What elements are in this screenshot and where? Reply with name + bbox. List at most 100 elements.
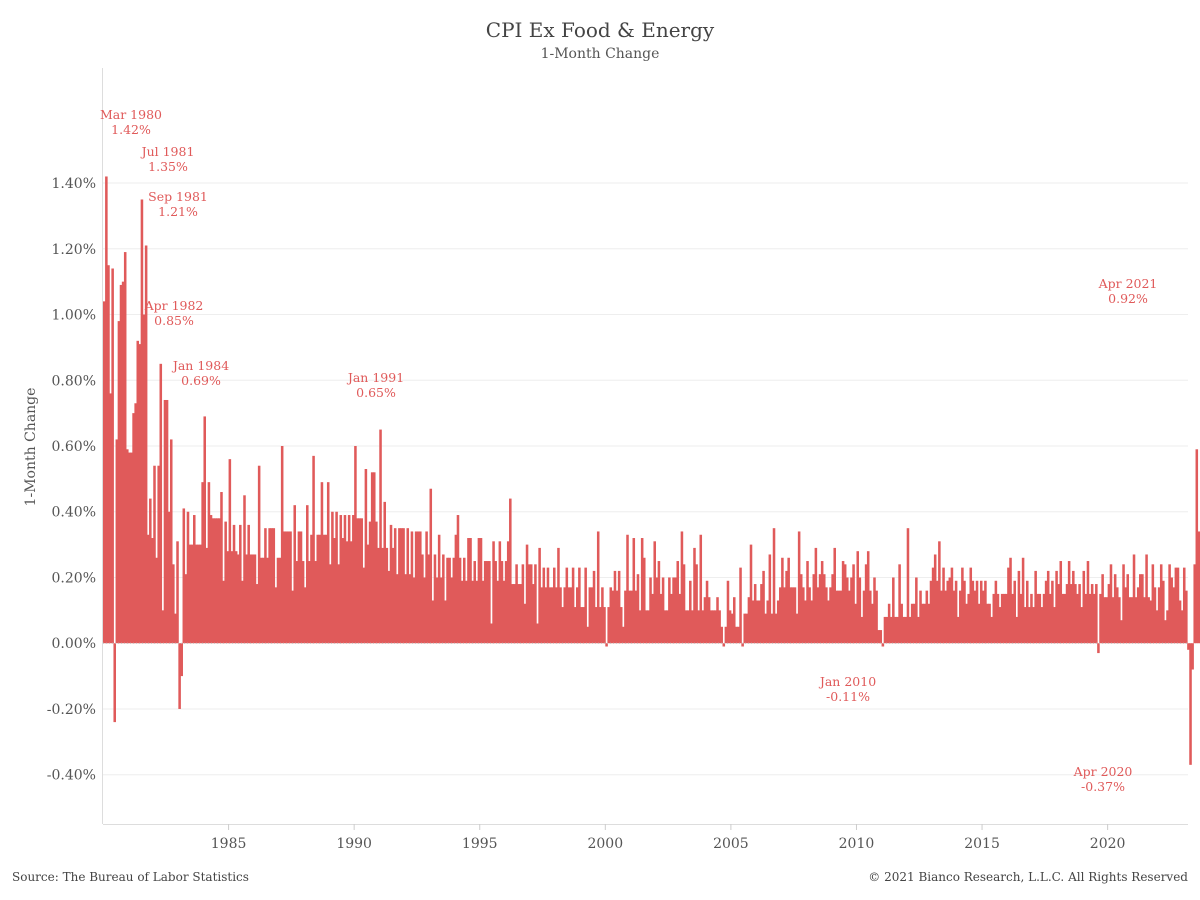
bar <box>136 340 140 644</box>
bar <box>329 564 332 644</box>
bar <box>283 531 286 644</box>
bar <box>1053 607 1056 644</box>
bar <box>707 597 711 644</box>
bar <box>506 541 510 644</box>
bar <box>791 587 795 644</box>
bar <box>473 561 476 644</box>
bar <box>720 626 723 644</box>
annotation-date: Sep 1981 <box>148 189 208 204</box>
bar <box>1164 620 1167 644</box>
bar <box>448 557 451 644</box>
bar <box>477 538 481 644</box>
bar <box>814 547 818 644</box>
bar <box>1124 587 1127 644</box>
bar <box>576 587 579 644</box>
bar <box>471 580 474 644</box>
bar <box>193 515 196 644</box>
bar <box>249 554 253 644</box>
bar <box>971 580 975 644</box>
bar <box>469 538 472 644</box>
bar <box>931 567 935 644</box>
bar <box>864 564 868 644</box>
y-tick-label: 1.20% <box>52 242 96 258</box>
bar <box>1120 620 1123 644</box>
bar <box>1191 643 1194 670</box>
bar <box>303 587 307 644</box>
annotation-value: -0.11% <box>826 689 870 704</box>
bar <box>525 544 529 644</box>
bar <box>1180 610 1184 644</box>
bar <box>862 590 866 644</box>
bar <box>718 610 721 644</box>
bar <box>195 544 198 644</box>
bar <box>247 524 250 644</box>
bar <box>165 399 169 644</box>
bar <box>663 610 667 644</box>
bar <box>259 557 263 644</box>
bar <box>416 531 420 644</box>
y-tick-label: 1.40% <box>52 176 96 192</box>
bar <box>615 590 619 644</box>
bar <box>1097 643 1100 654</box>
bar <box>944 590 947 644</box>
bar <box>293 505 296 644</box>
annotation-value: 0.65% <box>356 385 396 400</box>
annotation-date: Mar 1980 <box>100 107 162 122</box>
bar <box>956 616 960 644</box>
bar <box>571 567 575 644</box>
bar <box>379 429 382 644</box>
bar <box>439 577 443 644</box>
bar <box>948 577 952 644</box>
bar <box>908 616 912 644</box>
bar <box>442 554 445 644</box>
bar <box>768 554 772 644</box>
bar <box>716 597 719 644</box>
bar <box>841 561 845 644</box>
y-tick-label: 0.20% <box>52 570 96 586</box>
bar <box>555 587 558 644</box>
bar <box>479 538 483 644</box>
bar <box>402 528 405 644</box>
bar <box>211 518 215 644</box>
bar <box>1013 580 1016 644</box>
bar <box>781 557 784 644</box>
bar <box>640 538 644 644</box>
bar <box>827 600 830 644</box>
bar <box>712 610 715 644</box>
bar <box>316 534 320 644</box>
bar <box>1095 584 1098 644</box>
bar <box>774 613 778 644</box>
bar <box>266 557 269 644</box>
bar <box>285 531 288 644</box>
bar <box>1051 580 1054 644</box>
bar <box>795 613 799 644</box>
bar <box>1126 574 1130 644</box>
bar <box>592 570 596 644</box>
bar <box>952 590 956 644</box>
bar <box>799 574 803 644</box>
bar <box>1130 597 1134 644</box>
bar <box>1155 610 1159 644</box>
bar <box>544 587 548 644</box>
bar <box>776 600 780 644</box>
bar <box>389 524 393 644</box>
bar <box>990 616 993 644</box>
bar <box>236 554 240 644</box>
bar <box>628 590 631 644</box>
bar <box>341 538 345 644</box>
annotation-date: Apr 2021 <box>1098 276 1158 291</box>
bar <box>270 528 273 644</box>
bar <box>134 403 137 644</box>
bar <box>1111 597 1115 644</box>
bar <box>726 580 730 644</box>
bar <box>1002 593 1006 644</box>
bar <box>111 268 114 644</box>
bar <box>255 584 259 644</box>
bar <box>1036 593 1040 644</box>
bar <box>1122 564 1125 644</box>
bar <box>536 623 539 644</box>
bar <box>599 607 602 644</box>
bar <box>883 616 887 644</box>
bar <box>232 524 236 644</box>
